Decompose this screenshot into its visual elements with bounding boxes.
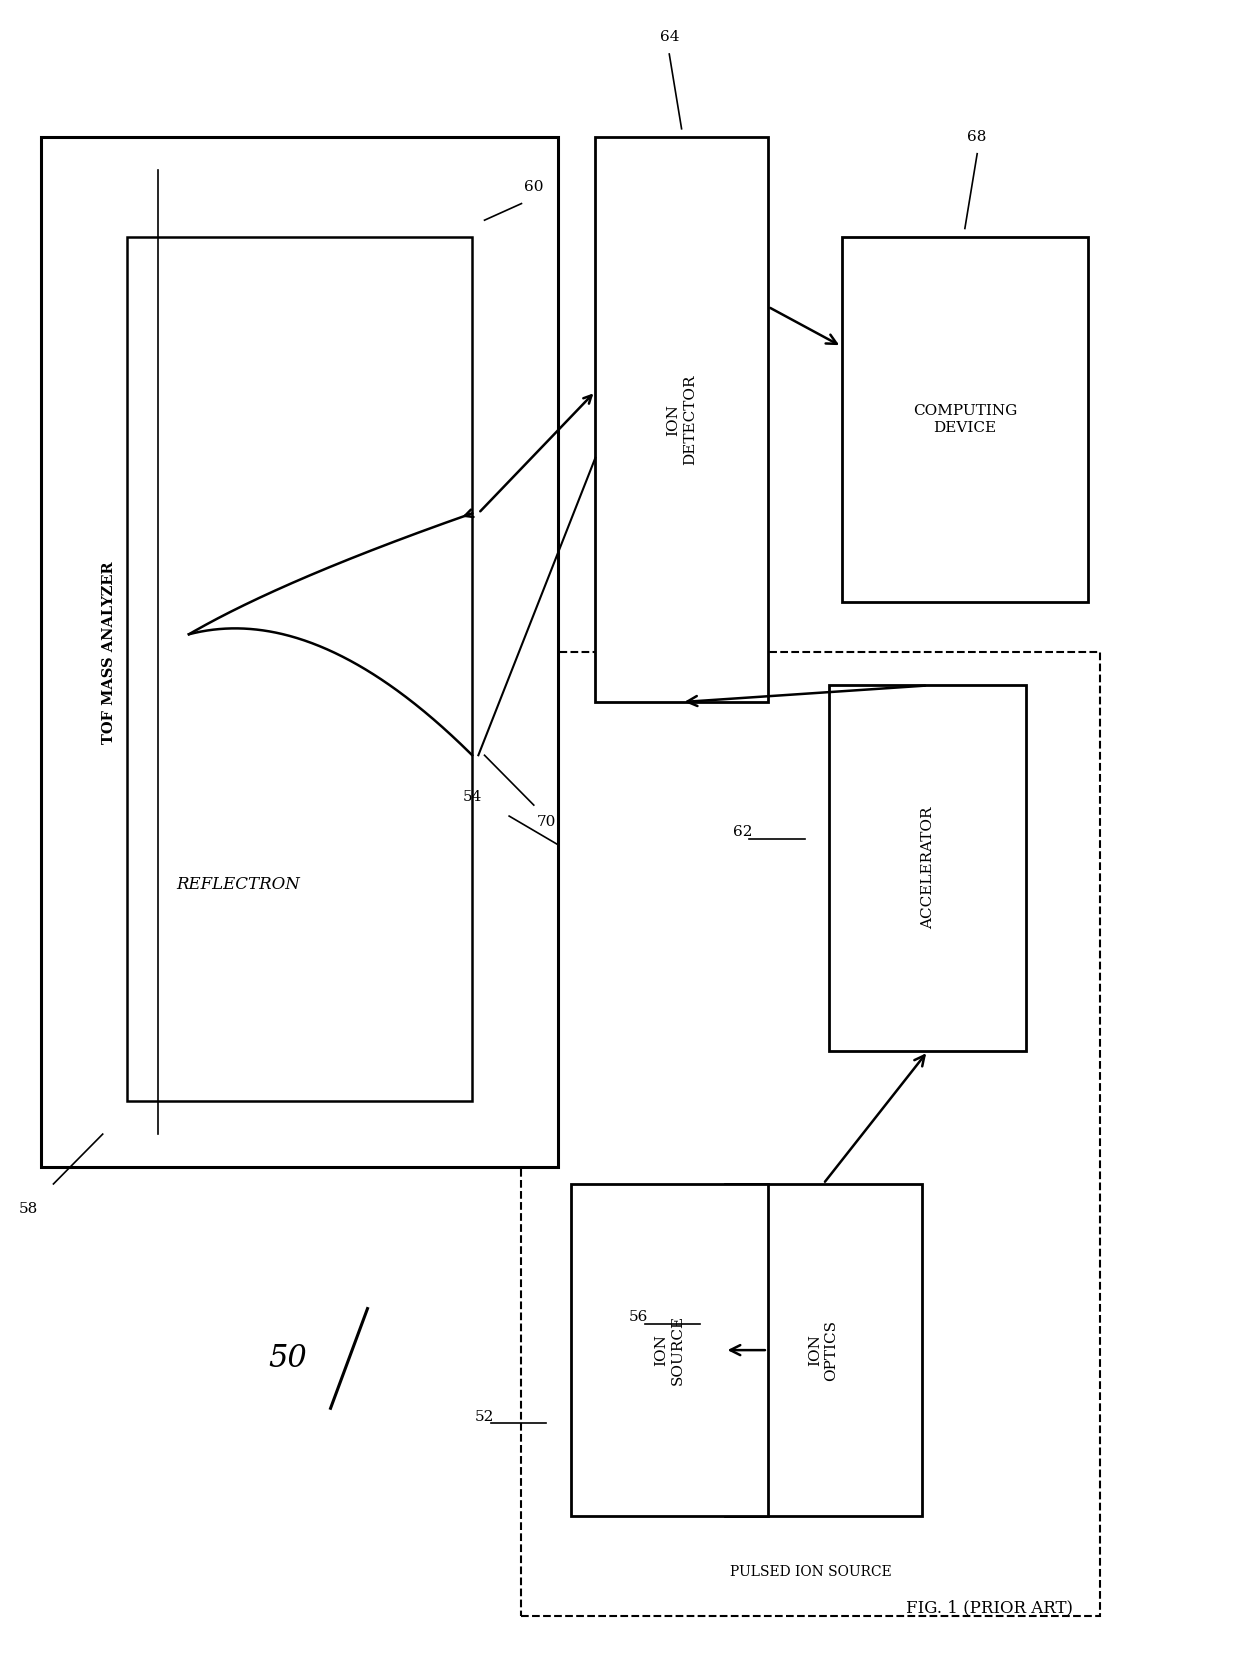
Bar [522, 653, 1100, 1617]
Bar [842, 237, 1087, 603]
Text: 64: 64 [660, 30, 680, 45]
Text: 50: 50 [268, 1343, 306, 1374]
Text: 70: 70 [537, 815, 556, 828]
Text: ACCELERATOR: ACCELERATOR [921, 807, 935, 930]
Text: 68: 68 [967, 130, 987, 144]
Text: PULSED ION SOURCE: PULSED ION SOURCE [730, 1565, 892, 1580]
Text: 56: 56 [629, 1309, 649, 1324]
Bar [41, 137, 558, 1167]
Bar [128, 237, 472, 1101]
Bar [724, 1184, 921, 1516]
Text: 62: 62 [733, 825, 753, 838]
Text: COMPUTING
DEVICE: COMPUTING DEVICE [913, 404, 1017, 434]
Text: ION
OPTICS: ION OPTICS [808, 1319, 838, 1381]
Text: 52: 52 [475, 1409, 495, 1423]
Bar [830, 685, 1027, 1050]
Text: ION
DETECTOR: ION DETECTOR [666, 374, 697, 464]
Text: TOF MASS ANALYZER: TOF MASS ANALYZER [102, 561, 115, 743]
Text: 54: 54 [463, 790, 482, 803]
Bar [570, 1184, 768, 1516]
Bar [595, 137, 768, 701]
Text: FIG. 1 (PRIOR ART): FIG. 1 (PRIOR ART) [906, 1600, 1073, 1617]
Text: 60: 60 [525, 180, 543, 194]
Text: 58: 58 [19, 1202, 38, 1216]
Text: REFLECTRON: REFLECTRON [176, 877, 300, 893]
Text: ION
SOURCE: ION SOURCE [655, 1314, 684, 1384]
